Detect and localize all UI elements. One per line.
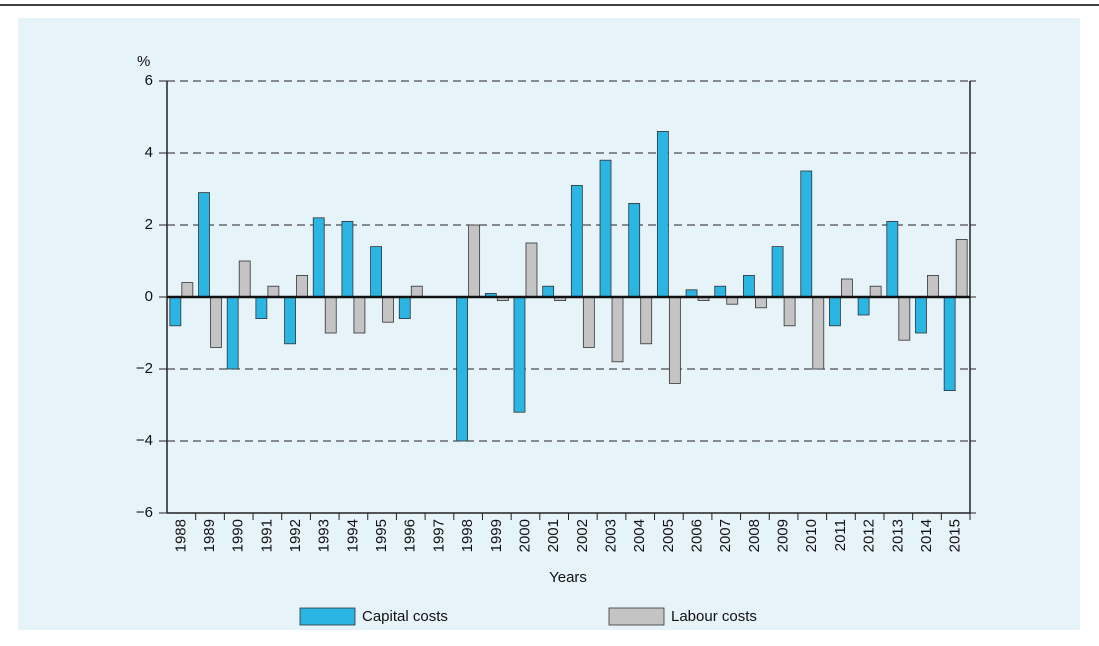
bar xyxy=(915,296,927,334)
x-tick-label: 2003 xyxy=(602,519,619,552)
bar xyxy=(857,296,870,316)
bar xyxy=(570,184,583,298)
bar xyxy=(181,282,194,298)
bar xyxy=(800,170,813,298)
legend-swatch xyxy=(299,607,356,626)
x-tick-label: 2000 xyxy=(516,519,533,552)
bar xyxy=(382,296,394,323)
bar xyxy=(353,296,366,334)
bar xyxy=(312,217,325,298)
y-tick-label: 2 xyxy=(145,216,153,233)
bar xyxy=(198,192,210,298)
bar xyxy=(628,202,641,298)
x-tick-label: 1995 xyxy=(373,519,390,552)
bar xyxy=(296,274,308,298)
bar xyxy=(599,159,612,298)
bar xyxy=(943,296,956,391)
bar xyxy=(226,296,239,370)
x-tick-label: 1994 xyxy=(344,519,361,552)
bar xyxy=(656,130,669,298)
bar xyxy=(841,278,853,298)
bar xyxy=(255,296,268,320)
x-tick-label: 2005 xyxy=(660,519,677,552)
bar xyxy=(542,285,555,298)
x-tick-label: 1999 xyxy=(488,519,505,552)
bar xyxy=(743,274,755,298)
y-tick-label: −2 xyxy=(136,360,153,377)
bar xyxy=(668,296,681,384)
bar xyxy=(783,296,796,327)
x-tick-label: 2013 xyxy=(889,519,906,552)
x-tick-label: 2014 xyxy=(918,519,935,552)
bar xyxy=(582,296,595,348)
bar xyxy=(341,220,354,298)
x-tick-label: 1990 xyxy=(230,519,247,552)
x-tick-label: 2011 xyxy=(832,519,849,551)
x-axis-label: Years xyxy=(549,569,587,586)
bar xyxy=(370,246,382,298)
bar xyxy=(324,296,337,334)
x-tick-label: 2015 xyxy=(947,519,964,552)
x-tick-label: 1992 xyxy=(287,519,304,552)
x-tick-label: 2006 xyxy=(689,519,706,552)
x-tick-label: 2004 xyxy=(631,519,648,552)
bar xyxy=(468,224,481,298)
bar xyxy=(513,296,526,413)
x-tick-label: 1998 xyxy=(459,519,476,552)
y-tick-label: −6 xyxy=(136,504,153,521)
bar xyxy=(525,242,538,298)
x-tick-label: 2010 xyxy=(803,519,820,552)
y-axis-label: % xyxy=(137,53,150,70)
x-tick-label: 1991 xyxy=(258,519,275,552)
bar xyxy=(640,296,653,345)
bar xyxy=(812,296,825,370)
legend-label: Capital costs xyxy=(362,608,448,625)
x-tick-label: 1993 xyxy=(316,519,333,552)
bar xyxy=(169,296,182,327)
bar xyxy=(886,220,899,298)
bar xyxy=(771,246,784,298)
y-tick-label: −4 xyxy=(136,432,153,449)
bar xyxy=(898,296,911,341)
y-tick-label: 0 xyxy=(145,288,153,305)
x-tick-label: 2009 xyxy=(775,519,792,552)
bar xyxy=(869,285,882,298)
x-tick-label: 1989 xyxy=(201,519,218,552)
x-tick-label: 2007 xyxy=(717,519,734,552)
bar xyxy=(755,296,767,309)
legend-label: Labour costs xyxy=(671,608,757,625)
x-tick-label: 2002 xyxy=(574,519,591,552)
bar xyxy=(927,274,939,298)
x-tick-label: 2012 xyxy=(861,519,878,552)
bar xyxy=(398,296,411,320)
x-tick-label: 2001 xyxy=(545,519,562,552)
x-tick-label: 1997 xyxy=(430,519,447,552)
y-tick-label: 6 xyxy=(145,72,153,89)
bar xyxy=(238,260,251,298)
bar xyxy=(829,296,841,327)
legend-swatch xyxy=(608,607,665,626)
bar xyxy=(410,285,423,298)
x-tick-label: 1996 xyxy=(402,519,419,552)
x-tick-label: 1988 xyxy=(172,519,189,552)
bar xyxy=(955,238,968,298)
bar xyxy=(714,285,727,298)
bar xyxy=(210,296,222,348)
bar xyxy=(267,285,280,298)
bar xyxy=(284,296,296,345)
bar xyxy=(611,296,624,363)
bar xyxy=(456,296,469,442)
x-tick-label: 2008 xyxy=(746,519,763,552)
y-tick-label: 4 xyxy=(145,144,153,161)
